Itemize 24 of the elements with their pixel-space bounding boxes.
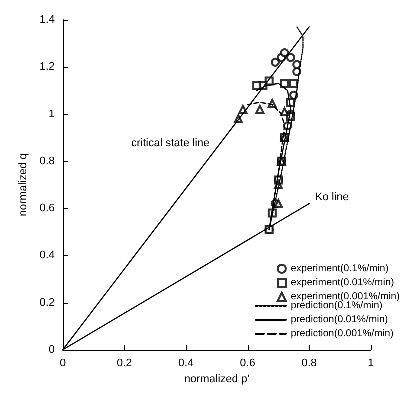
x-tick-label: 0 xyxy=(60,358,66,370)
y-tick-label: 1.2 xyxy=(40,61,55,74)
x-tick-label: 1 xyxy=(368,358,374,370)
legend-label: prediction(0.001%/min) xyxy=(291,328,394,340)
y-tick-label: 0 xyxy=(48,344,55,356)
y-tick-label: 1.4 xyxy=(40,14,55,26)
y-tick-label: 0.2 xyxy=(40,296,55,309)
y-tick-label: 1 xyxy=(48,108,55,120)
x-tick-label: 0.2 xyxy=(116,358,132,370)
annotation: Ko line xyxy=(315,191,350,204)
y-axis-title: normalized q xyxy=(17,154,30,216)
legend-label: prediction(0.01%/min) xyxy=(291,314,388,326)
x-tick-label: 0.8 xyxy=(302,358,318,370)
y-tick-label: 0.6 xyxy=(40,202,55,215)
legend-label: experiment(0.001%/min) xyxy=(291,292,400,302)
legend-label: experiment(0.01%/min) xyxy=(291,278,394,288)
annotation: critical state line xyxy=(132,137,210,150)
y-tick-label: 0.8 xyxy=(40,155,55,168)
x-tick-label: 0.6 xyxy=(240,358,256,370)
legend-label: experiment(0.1%/min) xyxy=(291,264,389,274)
x-tick-label: 0.4 xyxy=(178,358,194,370)
y-tick-label: 0.4 xyxy=(40,250,55,262)
legend-label: prediction(0.1%/min) xyxy=(291,300,383,312)
x-axis-title: normalized p' xyxy=(184,373,250,386)
